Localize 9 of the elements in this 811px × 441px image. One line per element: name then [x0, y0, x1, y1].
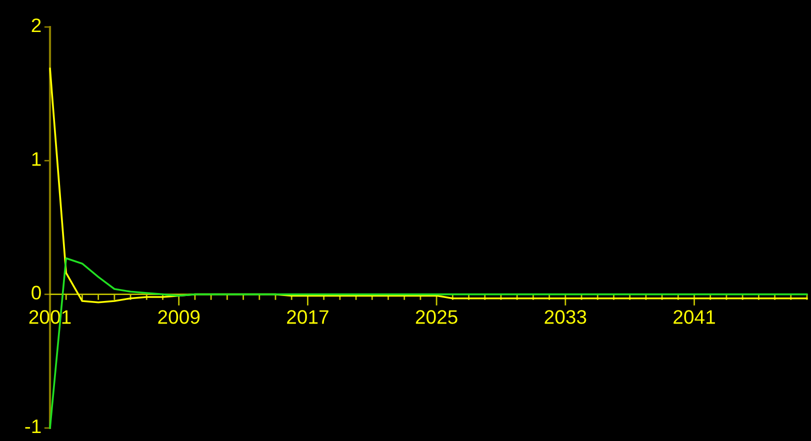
- y-tick-label: 0: [32, 286, 41, 300]
- x-tick-label: 2009: [158, 310, 200, 324]
- y-tick-label: 1: [32, 152, 41, 166]
- x-tick-label: 2033: [544, 310, 586, 324]
- y-tick-label: 2: [32, 18, 41, 32]
- x-tick-label: 2017: [287, 310, 328, 324]
- x-tick-label: 2025: [416, 310, 458, 324]
- x-tick-label: 2041: [674, 310, 715, 324]
- y-tick-label: -1: [25, 420, 41, 434]
